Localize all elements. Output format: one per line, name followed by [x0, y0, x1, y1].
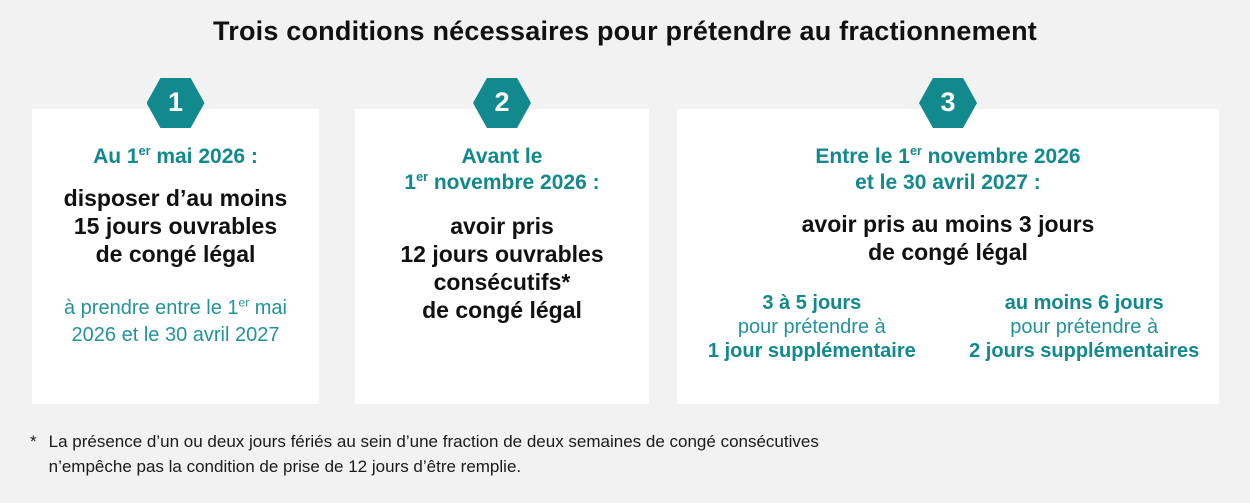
footnote: * La présence d’un ou deux jours fériés … [30, 429, 819, 479]
card-2-body: avoir pris 12 jours ouvrables consécutif… [355, 212, 649, 324]
card-1-body-line: 15 jours ouvrables [73, 213, 278, 239]
footnote-asterisk: * [30, 432, 37, 451]
option-amount: au moins 6 jours [1004, 292, 1164, 314]
footnote-line: n’empêche pas la condition de prise de 1… [48, 457, 522, 476]
card-3-heading-line: et le 30 avril 2027 : [855, 171, 1041, 194]
card-1-note-line: 2026 et le 30 avril 2027 [71, 324, 280, 346]
hexagon-badge-3-icon: 3 [919, 78, 977, 128]
card-1-note-line: à prendre entre le 1er mai [63, 295, 288, 319]
badge-number: 2 [494, 86, 510, 117]
card-2-heading: Avant le 1er novembre 2026 : [355, 144, 649, 196]
option-middle: pour prétendre à [737, 316, 886, 338]
card-3-options: 3 à 5 jours pour prétendre à 1 jour supp… [677, 291, 1219, 363]
option-result: 1 jour supplémentaire [707, 340, 916, 362]
badge-number: 3 [940, 86, 956, 117]
footnote-text: La présence d’un ou deux jours fériés au… [49, 429, 819, 479]
card-1-body-line: de congé légal [95, 241, 256, 267]
card-1-heading: Au 1er mai 2026 : [32, 144, 319, 170]
footnote-line: La présence d’un ou deux jours fériés au… [48, 432, 819, 451]
card-1-body-line: disposer d’au moins [63, 185, 288, 211]
option-6-plus-days: au moins 6 jours pour prétendre à 2 jour… [953, 291, 1215, 363]
card-3-heading-line: Entre le 1er novembre 2026 [815, 144, 1081, 168]
hexagon-badge-2-icon: 2 [473, 78, 531, 128]
option-3-to-5-days: 3 à 5 jours pour prétendre à 1 jour supp… [681, 291, 943, 363]
card-2-heading-line: Avant le [461, 145, 543, 168]
option-amount: 3 à 5 jours [762, 292, 862, 314]
card-2-body-line: de congé légal [422, 297, 582, 323]
hexagon-badge-1-icon: 1 [146, 78, 205, 128]
option-middle: pour prétendre à [1010, 316, 1159, 338]
badge-number: 1 [167, 86, 184, 117]
card-3-body-line: avoir pris au moins 3 jours [801, 211, 1095, 237]
condition-card-2: 2 Avant le 1er novembre 2026 : avoir pri… [355, 78, 649, 404]
card-1-note: à prendre entre le 1er mai 2026 et le 30… [32, 295, 319, 349]
card-3-body-line: de congé légal [868, 239, 1028, 265]
card-2-body-line: consécutifs* [433, 269, 571, 295]
card-3-body: avoir pris au moins 3 jours de congé lég… [677, 210, 1219, 266]
card-1-heading-line: Au 1er mai 2026 : [93, 144, 258, 168]
condition-card-3: 3 Entre le 1er novembre 2026 et le 30 av… [677, 78, 1219, 404]
option-result: 2 jours supplémentaires [969, 340, 1200, 362]
card-1-body: disposer d’au moins 15 jours ouvrables d… [32, 184, 319, 268]
card-2-body-line: avoir pris [450, 213, 554, 239]
card-2-heading-line: 1er novembre 2026 : [404, 170, 600, 194]
card-2-body-line: 12 jours ouvrables [400, 241, 604, 267]
page-title: Trois conditions nécessaires pour préten… [213, 16, 1037, 46]
card-3-heading: Entre le 1er novembre 2026 et le 30 avri… [677, 144, 1219, 196]
condition-card-1: 1 Au 1er mai 2026 : disposer d’au moins … [32, 78, 319, 404]
